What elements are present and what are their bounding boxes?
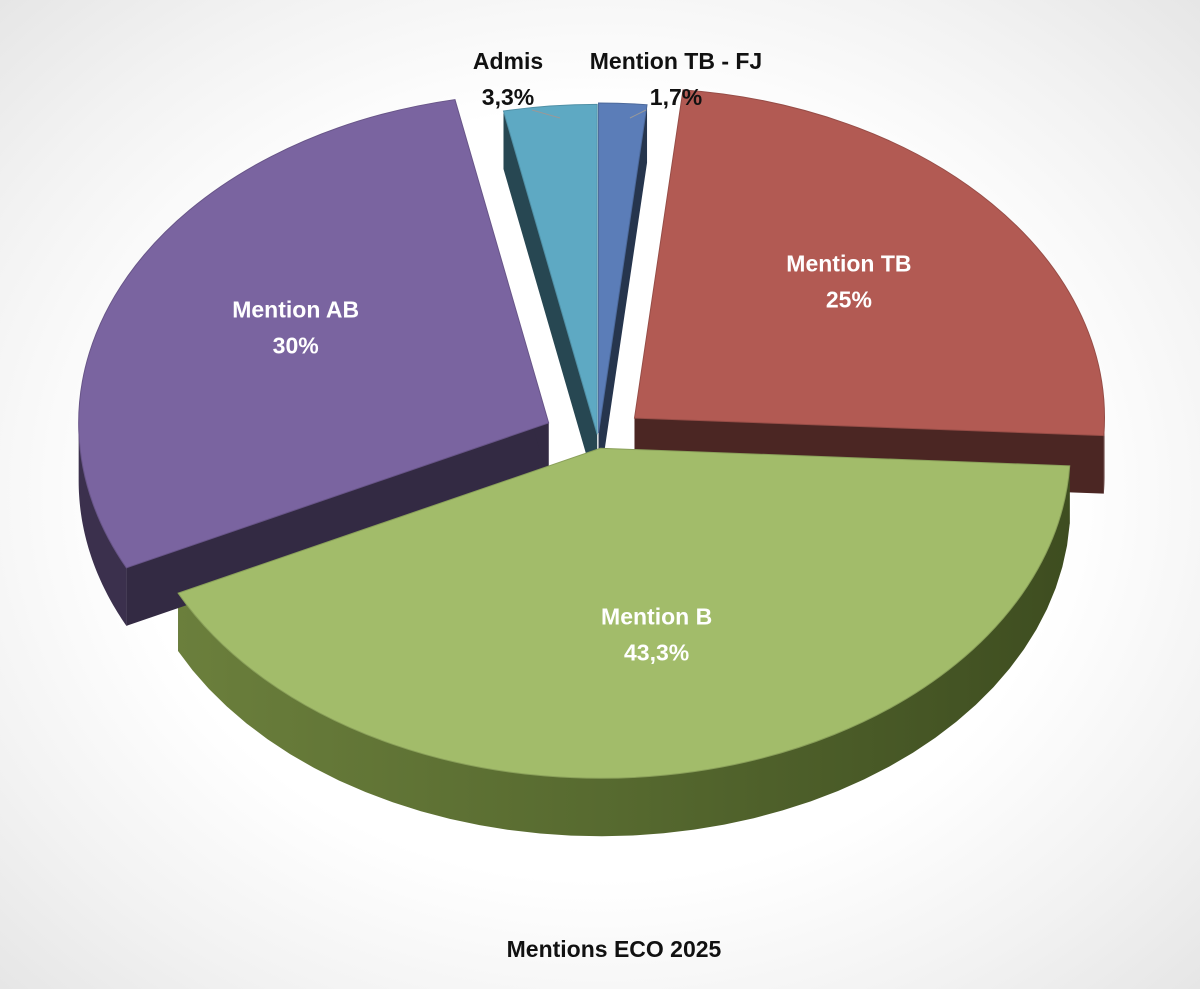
slice-label-1: Mention TB: [786, 250, 911, 276]
slice-side-1: [1103, 418, 1105, 494]
leader-line-0: [629, 109, 647, 119]
pie-slice-mention-tb-fj: [598, 102, 648, 434]
slice-value-label-2: 43,3%: [624, 639, 689, 665]
pie-slice-mention-tb: [633, 89, 1105, 437]
chart-title: Mentions ECO 2025: [507, 936, 722, 962]
slice-side-2: [178, 465, 1070, 837]
leader-line-4: [531, 109, 561, 119]
slice-wall-4-0: [503, 111, 598, 493]
pie-slice-mention-b: [177, 447, 1071, 779]
pie-slice-mention-ab: [78, 99, 550, 569]
slice-value-label-3: 30%: [273, 332, 319, 358]
slice-side-3: [78, 422, 127, 626]
pie-slice-admis: [502, 103, 598, 435]
slice-label-2: Mention B: [601, 603, 712, 629]
pie-tops: [78, 89, 1105, 779]
slice-value-label-1: 25%: [826, 286, 872, 312]
slice-value-label-4: 3,3%: [482, 84, 534, 110]
slice-label-3: Mention AB: [232, 296, 359, 322]
slice-value-label-0: 1,7%: [650, 84, 702, 110]
slice-wall-0-1: [598, 104, 648, 491]
pie-labels: Mention TB - FJ 1,7% Mention TB 25% Mention …: [232, 48, 911, 665]
slice-label-0: Mention TB - FJ: [590, 48, 762, 74]
slice-label-4: Admis: [473, 48, 543, 74]
